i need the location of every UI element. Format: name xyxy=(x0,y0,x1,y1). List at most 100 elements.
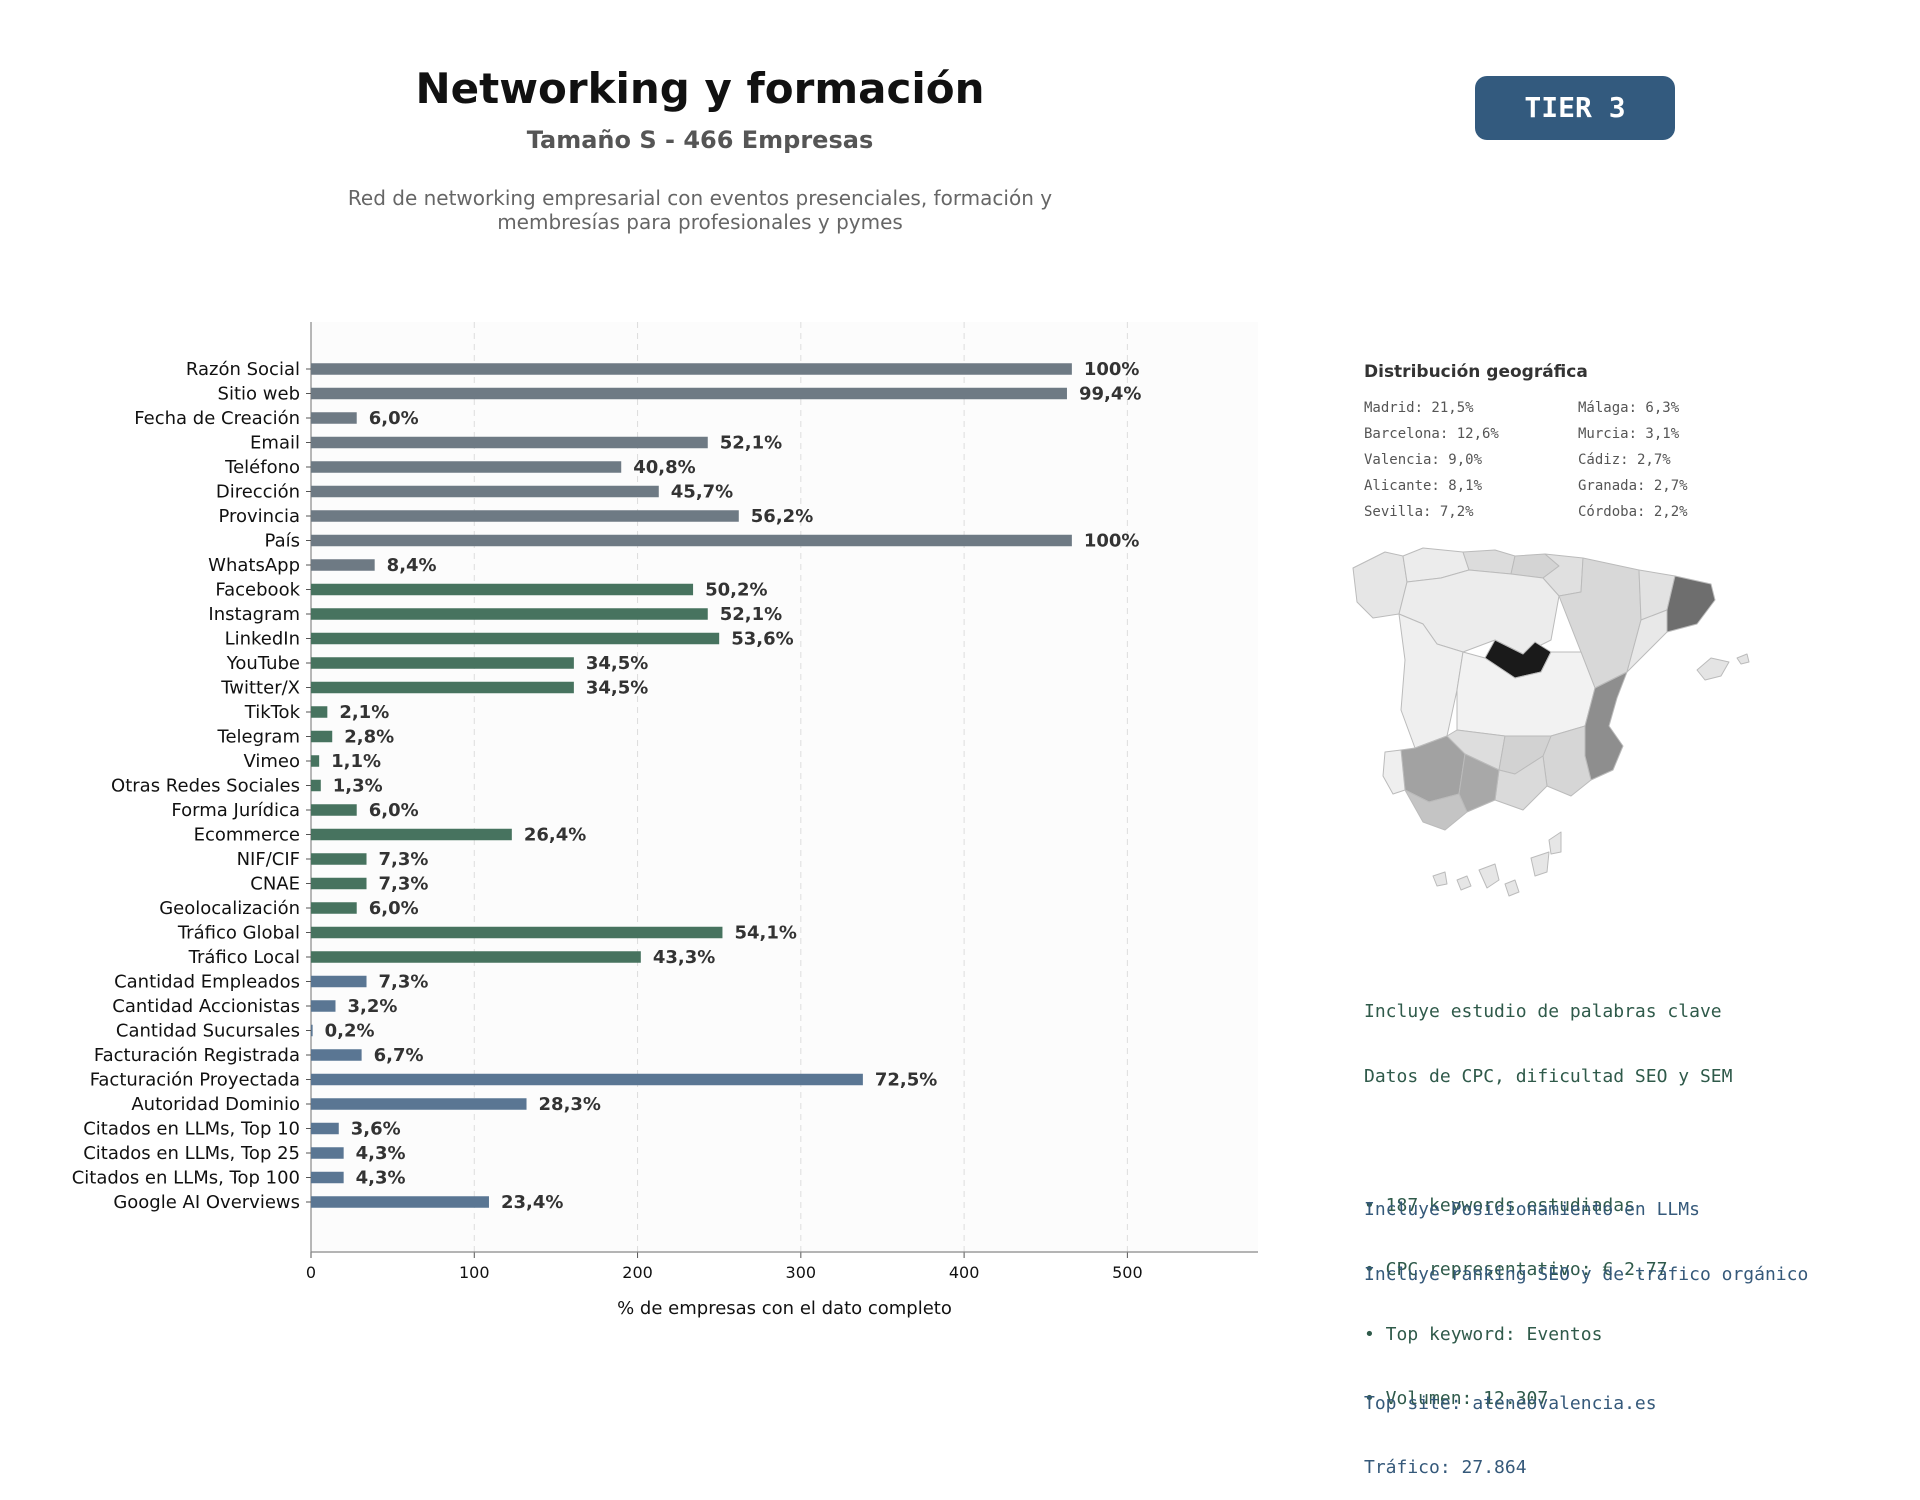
bar xyxy=(311,510,739,522)
data-label: 2,1% xyxy=(339,702,389,723)
category-label: Dirección xyxy=(216,482,300,503)
bar xyxy=(311,926,723,939)
bar xyxy=(311,828,512,841)
llm-line-1: Incluye Posicionamiento en LLMs xyxy=(1364,1199,1700,1220)
description-line-2: membresías para profesionales y pymes xyxy=(497,210,903,234)
plot-area xyxy=(311,322,1258,1252)
category-label: Sitio web xyxy=(218,384,300,405)
geo-title: Distribución geográfica xyxy=(1364,362,1588,382)
geo-item: Alicante: 8,1% xyxy=(1364,478,1483,494)
category-label: Cantidad Accionistas xyxy=(112,996,300,1017)
category-label: Facturación Registrada xyxy=(94,1045,300,1066)
category-label: Forma Jurídica xyxy=(171,800,300,821)
x-tick-label: 400 xyxy=(949,1263,980,1282)
data-label: 45,7% xyxy=(671,482,733,503)
category-label: Facturación Proyectada xyxy=(90,1070,300,1091)
spain-map xyxy=(1352,547,1750,897)
category-label: Otras Redes Sociales xyxy=(111,776,300,797)
data-label: 23,4% xyxy=(501,1192,563,1213)
category-label: Cantidad Sucursales xyxy=(116,1021,300,1042)
geo-item: Córdoba: 2,2% xyxy=(1578,504,1688,520)
bar xyxy=(311,657,574,669)
data-label: 6,0% xyxy=(369,408,419,429)
category-label: Email xyxy=(250,433,300,454)
bar xyxy=(311,1049,362,1061)
geo-item: Sevilla: 7,2% xyxy=(1364,504,1474,520)
category-label: YouTube xyxy=(226,653,300,674)
geo-item: Valencia: 9,0% xyxy=(1364,452,1483,468)
x-axis-title: % de empresas con el dato completo xyxy=(617,1298,952,1319)
data-label: 72,5% xyxy=(875,1070,937,1091)
bar xyxy=(311,559,375,571)
category-label: Fecha de Creación xyxy=(134,408,300,429)
category-label: Citados en LLMs, Top 10 xyxy=(83,1119,300,1140)
data-label: 53,6% xyxy=(731,629,793,650)
data-label: 100% xyxy=(1084,531,1140,552)
bar xyxy=(311,485,659,498)
bar xyxy=(311,902,357,914)
llm-top-site: Top site: ateneovalencia.es xyxy=(1364,1392,1657,1414)
data-label: 8,4% xyxy=(387,555,437,576)
category-label: Tráfico Global xyxy=(177,923,300,944)
category-label: Telegram xyxy=(217,727,300,748)
category-label: Citados en LLMs, Top 25 xyxy=(83,1143,300,1164)
x-tick-label: 200 xyxy=(622,1263,653,1282)
bar xyxy=(311,387,1067,400)
data-label: 40,8% xyxy=(633,457,695,478)
data-label: 56,2% xyxy=(751,506,813,527)
geo-item: Cádiz: 2,7% xyxy=(1578,452,1671,468)
bar-chart: 0 100 200 300 400 500 Razón Social 100% Sitio we… xyxy=(72,322,1258,1319)
bar xyxy=(311,608,708,620)
keywords-bullet: • CPC representativo: € 2.77 xyxy=(1364,1259,1668,1280)
bar xyxy=(311,755,320,767)
bar xyxy=(311,583,694,596)
data-label: 100% xyxy=(1084,359,1140,380)
data-label: 1,3% xyxy=(333,776,383,797)
bar xyxy=(311,461,622,473)
bar xyxy=(311,1073,863,1086)
category-label: LinkedIn xyxy=(225,629,300,650)
category-label: Autoridad Dominio xyxy=(131,1094,300,1115)
data-label: 6,7% xyxy=(374,1045,424,1066)
category-label: WhatsApp xyxy=(208,555,300,576)
keywords-line-1: Incluye estudio de palabras clave xyxy=(1364,1001,1722,1022)
bar xyxy=(311,681,574,694)
map-region-baleares xyxy=(1696,653,1750,681)
map-region-galicia xyxy=(1352,551,1408,619)
data-label: 3,2% xyxy=(347,996,397,1017)
bar xyxy=(311,877,367,890)
data-label: 6,0% xyxy=(369,898,419,919)
bar xyxy=(311,1147,344,1159)
keywords-bullet: • Top keyword: Eventos xyxy=(1364,1323,1603,1345)
category-label: Geolocalización xyxy=(159,898,300,919)
category-label: Twitter/X xyxy=(220,678,300,699)
bar xyxy=(311,1000,336,1012)
bar xyxy=(311,436,708,449)
data-label: 3,6% xyxy=(351,1119,401,1140)
llm-info: Incluye Posicionamiento en LLMs Incluye … xyxy=(1364,1156,1808,1500)
bar xyxy=(311,632,720,645)
data-label: 2,8% xyxy=(344,727,394,748)
keywords-bullet: • 187 keywords estudiadas xyxy=(1364,1194,1635,1216)
llm-line-2: Incluye ranking SEO y de tráfico orgánic… xyxy=(1364,1263,1809,1285)
category-label: Ecommerce xyxy=(194,825,300,846)
data-label: 4,3% xyxy=(356,1168,406,1189)
bar xyxy=(311,706,328,718)
x-tick-label: 100 xyxy=(459,1263,490,1282)
category-label: Teléfono xyxy=(224,457,300,478)
category-label: TikTok xyxy=(244,702,301,723)
bar xyxy=(311,853,367,865)
description: Red de networking empresarial con evento… xyxy=(300,186,1100,234)
x-tick-label: 0 xyxy=(306,1263,316,1282)
data-label: 1,1% xyxy=(331,751,381,772)
map-region-sevilla xyxy=(1400,735,1466,803)
data-label: 26,4% xyxy=(524,825,586,846)
keywords-line-2: Datos de CPC, dificultad SEO y SEM xyxy=(1364,1065,1733,1087)
llm-traffic: Tráfico: 27.864 xyxy=(1364,1457,1527,1478)
bar xyxy=(311,804,357,816)
bar xyxy=(311,412,357,424)
data-label: 43,3% xyxy=(653,947,715,968)
data-label: 28,3% xyxy=(539,1094,601,1115)
bar xyxy=(311,975,367,988)
map-region-huelva xyxy=(1382,749,1406,795)
